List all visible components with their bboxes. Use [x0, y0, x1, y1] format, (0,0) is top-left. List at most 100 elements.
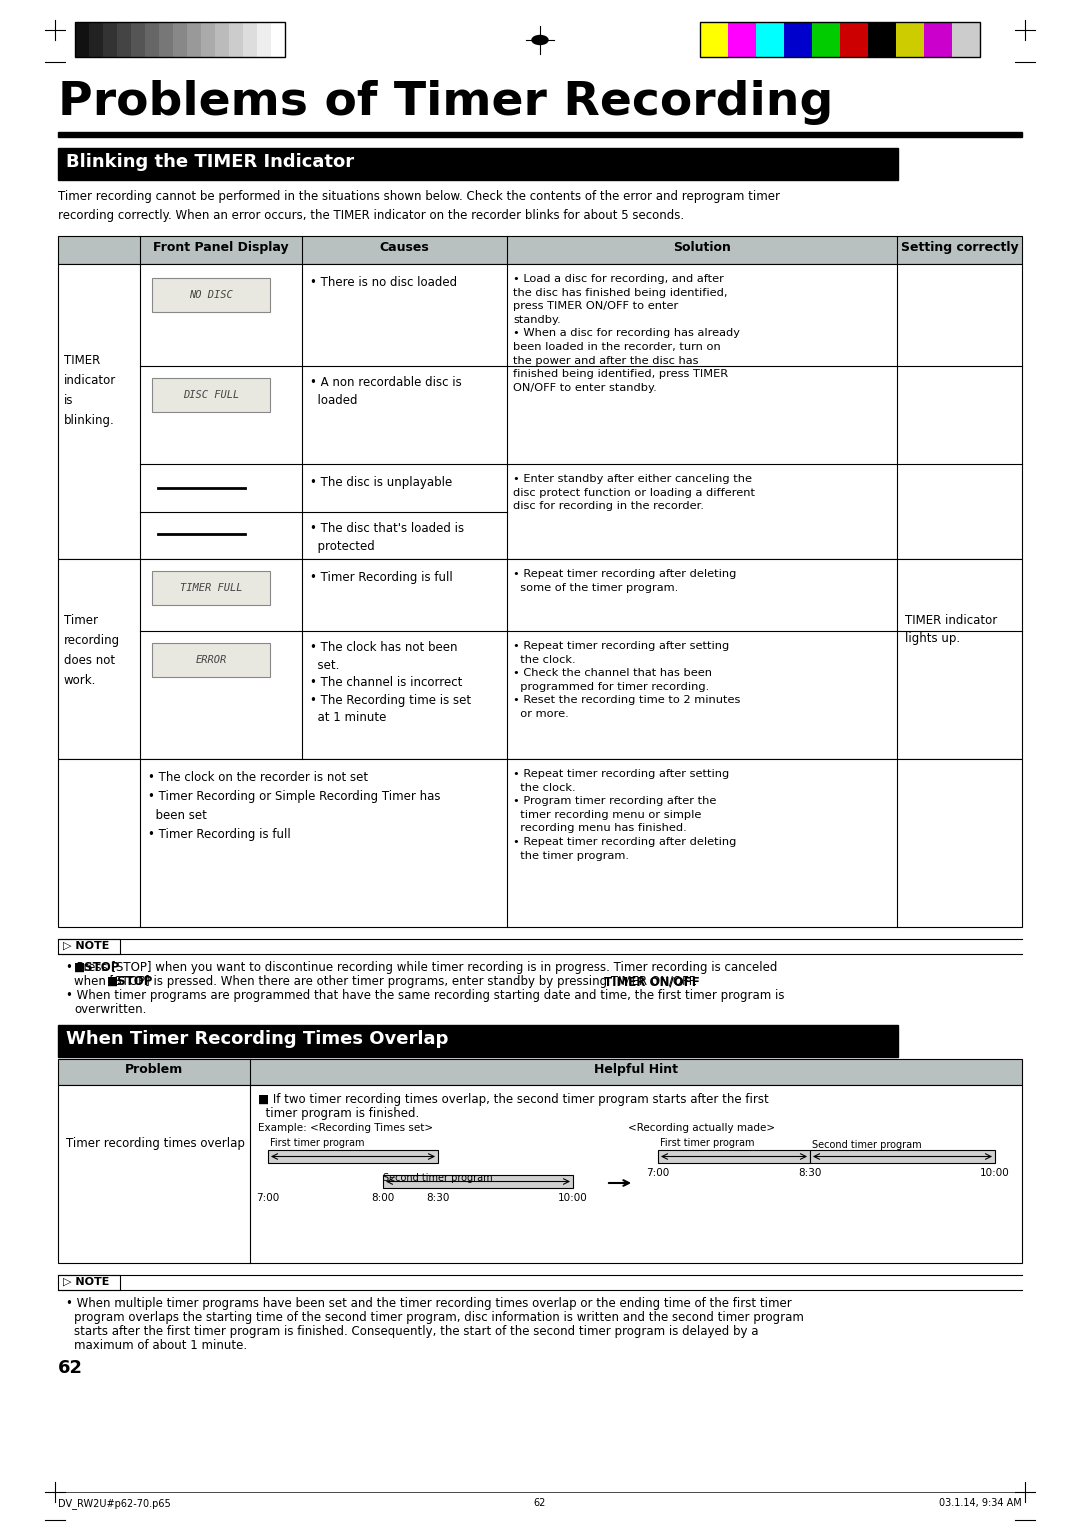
Text: 62: 62 [534, 1497, 546, 1508]
Text: ■STOP: ■STOP [73, 961, 120, 973]
Text: TIMER FULL: TIMER FULL [179, 584, 242, 593]
Text: • When multiple timer programs have been set and the timer recording times overl: • When multiple timer programs have been… [66, 1297, 792, 1309]
Ellipse shape [532, 35, 548, 44]
Bar [951, 21, 980, 57]
Text: First timer program: First timer program [660, 1138, 755, 1148]
Text: Timer recording cannot be performed in the situations shown below. Check the con: Timer recording cannot be performed in t… [58, 189, 780, 222]
Bar [58, 559, 1022, 759]
Bar [215, 21, 229, 57]
Text: program overlaps the starting time of the second timer program, disc information: program overlaps the starting time of th… [75, 1311, 804, 1323]
Bar [103, 21, 117, 57]
Text: 03.1.14, 9:34 AM: 03.1.14, 9:34 AM [940, 1497, 1022, 1508]
Text: Timer
recording
does not
work.: Timer recording does not work. [64, 614, 120, 688]
Text: when [STOP] is pressed. When there are other timer programs, enter standby by pr: when [STOP] is pressed. When there are o… [75, 975, 698, 989]
Text: Solution: Solution [673, 241, 731, 254]
Bar [173, 21, 187, 57]
Bar [243, 21, 257, 57]
Text: • Repeat timer recording after setting
  the clock.
• Program timer recording af: • Repeat timer recording after setting t… [513, 769, 737, 860]
Text: ■ If two timer recording times overlap, the second timer program starts after th: ■ If two timer recording times overlap, … [258, 1093, 769, 1106]
Bar [658, 1151, 810, 1163]
Text: ■STOP: ■STOP [107, 975, 153, 989]
Text: First timer program: First timer program [270, 1138, 365, 1148]
Bar [784, 21, 812, 57]
Text: 62: 62 [58, 1358, 83, 1377]
Text: ▷ NOTE: ▷ NOTE [63, 1277, 109, 1287]
Text: Front Panel Display: Front Panel Display [153, 241, 288, 254]
Text: When Timer Recording Times Overlap: When Timer Recording Times Overlap [66, 1030, 448, 1048]
Bar [159, 21, 173, 57]
Text: Second timer program: Second timer program [383, 1174, 492, 1183]
Bar [152, 278, 270, 312]
Text: ERROR: ERROR [195, 656, 227, 665]
Bar [58, 264, 1022, 559]
Text: Blinking the TIMER Indicator: Blinking the TIMER Indicator [66, 153, 354, 171]
Bar [131, 21, 145, 57]
Text: Problem: Problem [125, 1063, 184, 1076]
Bar [145, 21, 159, 57]
Bar [924, 21, 951, 57]
Bar [117, 21, 131, 57]
Bar [700, 21, 728, 57]
Text: • There is no disc loaded: • There is no disc loaded [310, 277, 457, 289]
Text: 7:00: 7:00 [256, 1193, 280, 1203]
Text: • A non recordable disc is
  loaded: • A non recordable disc is loaded [310, 376, 462, 406]
Text: DISC FULL: DISC FULL [183, 390, 239, 400]
Text: • Repeat timer recording after deleting
  some of the timer program.: • Repeat timer recording after deleting … [513, 568, 737, 593]
Text: • Load a disc for recording, and after
the disc has finished being identified,
p: • Load a disc for recording, and after t… [513, 274, 740, 393]
Bar [268, 1151, 438, 1163]
Bar [89, 21, 103, 57]
Text: 8:00: 8:00 [372, 1193, 394, 1203]
Bar [187, 21, 201, 57]
Text: • The disc that's loaded is
  protected: • The disc that's loaded is protected [310, 523, 464, 553]
Bar [383, 1175, 573, 1187]
Bar [756, 21, 784, 57]
Bar [201, 21, 215, 57]
Bar [58, 940, 120, 953]
Text: 8:30: 8:30 [798, 1167, 822, 1178]
Text: • When timer programs are programmed that have the same recording starting date : • When timer programs are programmed tha… [66, 989, 784, 1002]
Bar [728, 21, 756, 57]
Text: 7:00: 7:00 [646, 1167, 670, 1178]
Bar [58, 131, 1022, 138]
Text: <Recording actually made>: <Recording actually made> [627, 1123, 775, 1132]
Text: 10:00: 10:00 [558, 1193, 588, 1203]
Text: Problems of Timer Recording: Problems of Timer Recording [58, 79, 834, 125]
Text: TIMER
indicator
is
blinking.: TIMER indicator is blinking. [64, 354, 117, 426]
Text: • Timer Recording is full: • Timer Recording is full [310, 571, 453, 584]
Bar [152, 377, 270, 413]
Text: ▷ NOTE: ▷ NOTE [63, 941, 109, 950]
Text: 8:30: 8:30 [427, 1193, 449, 1203]
Bar [58, 1085, 1022, 1264]
Text: • Repeat timer recording after setting
  the clock.
• Check the channel that has: • Repeat timer recording after setting t… [513, 642, 741, 720]
Bar [257, 21, 271, 57]
Bar [75, 21, 285, 57]
Bar [812, 21, 840, 57]
Text: starts after the first timer program is finished. Consequently, the start of the: starts after the first timer program is … [75, 1325, 758, 1339]
Bar [58, 759, 1022, 927]
Bar [58, 1274, 120, 1290]
Text: Second timer program: Second timer program [812, 1140, 921, 1151]
Text: Setting correctly: Setting correctly [901, 241, 1018, 254]
Bar [840, 21, 868, 57]
Text: Causes: Causes [380, 241, 430, 254]
Bar [868, 21, 896, 57]
Text: DV_RW2U#p62-70.p65: DV_RW2U#p62-70.p65 [58, 1497, 171, 1510]
Bar [810, 1151, 995, 1163]
Text: timer program is finished.: timer program is finished. [258, 1106, 419, 1120]
Bar [58, 1059, 1022, 1085]
Text: NO DISC: NO DISC [189, 290, 233, 299]
Text: TIMER indicator
lights up.: TIMER indicator lights up. [905, 614, 997, 645]
Bar [896, 21, 924, 57]
Bar [271, 21, 285, 57]
Text: 10:00: 10:00 [981, 1167, 1010, 1178]
Text: Example: <Recording Times set>: Example: <Recording Times set> [258, 1123, 433, 1132]
Bar [229, 21, 243, 57]
Bar [700, 21, 980, 57]
Text: • Enter standby after either canceling the
disc protect function or loading a di: • Enter standby after either canceling t… [513, 474, 755, 512]
Text: • The clock on the recorder is not set
• Timer Recording or Simple Recording Tim: • The clock on the recorder is not set •… [148, 772, 441, 840]
Text: Timer recording times overlap: Timer recording times overlap [66, 1137, 245, 1151]
Text: • The disc is unplayable: • The disc is unplayable [310, 477, 453, 489]
Bar [58, 235, 1022, 264]
Text: overwritten.: overwritten. [75, 1002, 147, 1016]
Text: maximum of about 1 minute.: maximum of about 1 minute. [75, 1339, 247, 1352]
